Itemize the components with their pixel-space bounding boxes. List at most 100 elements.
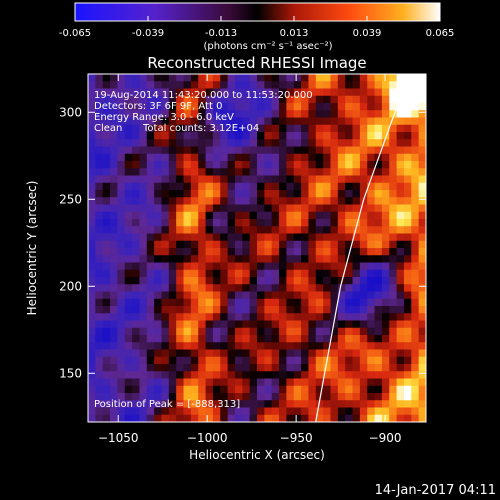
heatmap-cell bbox=[220, 335, 229, 343]
heatmap-cell bbox=[352, 298, 361, 307]
heatmap-cell bbox=[168, 182, 177, 191]
heatmap-cell bbox=[220, 197, 229, 205]
heatmap-cell bbox=[315, 88, 324, 97]
heatmap-cell bbox=[88, 124, 96, 133]
heatmap-cell bbox=[154, 335, 162, 343]
heatmap-cell bbox=[124, 335, 133, 343]
heatmap-cell bbox=[146, 277, 155, 285]
heatmap-cell bbox=[242, 400, 251, 408]
heatmap-cell bbox=[88, 182, 96, 191]
heatmap-cell bbox=[176, 291, 184, 300]
heatmap-cell bbox=[168, 161, 177, 169]
heatmap-cell bbox=[117, 371, 126, 379]
heatmap-cell bbox=[257, 219, 265, 227]
heatmap-cell bbox=[234, 197, 243, 205]
heatmap-cell bbox=[330, 175, 339, 184]
heatmap-cell bbox=[95, 327, 104, 336]
heatmap-cell bbox=[110, 240, 118, 249]
heatmap-cell bbox=[271, 146, 280, 155]
heatmap-cell bbox=[264, 161, 273, 169]
heatmap-cell bbox=[183, 204, 192, 213]
heatmap-cell bbox=[381, 414, 390, 422]
heatmap-cell bbox=[337, 313, 346, 321]
heatmap-cell bbox=[176, 233, 184, 242]
heatmap-cell bbox=[110, 378, 118, 387]
heatmap-cell bbox=[183, 255, 192, 263]
heatmap-cell bbox=[95, 356, 104, 365]
colorbar-tick-label: -0.013 bbox=[205, 28, 237, 39]
heatmap-cell bbox=[95, 364, 104, 372]
annotation-peak-position: Position of Peak = [-888,313] bbox=[94, 399, 240, 410]
heatmap-cell bbox=[168, 320, 177, 329]
heatmap-cell bbox=[110, 175, 118, 184]
heatmap-cell bbox=[176, 385, 184, 394]
heatmap-cell bbox=[418, 306, 426, 314]
heatmap-cell bbox=[418, 356, 426, 365]
heatmap-cell bbox=[389, 153, 398, 162]
heatmap-cell bbox=[381, 277, 390, 285]
heatmap-cell bbox=[264, 175, 273, 184]
heatmap-cell bbox=[367, 190, 375, 198]
heatmap-cell bbox=[95, 298, 104, 307]
heatmap-cell bbox=[279, 385, 287, 394]
heatmap-cell bbox=[411, 327, 420, 336]
heatmap-cell bbox=[117, 400, 126, 408]
heatmap-cell bbox=[220, 74, 229, 82]
heatmap-cell bbox=[359, 378, 368, 387]
heatmap-cell bbox=[264, 240, 273, 249]
heatmap-cell bbox=[132, 204, 140, 213]
heatmap-cell bbox=[293, 400, 302, 408]
heatmap-cell bbox=[168, 117, 177, 126]
heatmap-cell bbox=[411, 182, 420, 191]
heatmap-cell bbox=[286, 211, 295, 220]
heatmap-cell bbox=[323, 124, 331, 133]
heatmap-cell bbox=[279, 393, 287, 401]
heatmap-cell bbox=[205, 248, 214, 256]
heatmap-cell bbox=[205, 284, 214, 292]
heatmap-cell bbox=[337, 175, 346, 184]
heatmap-cell bbox=[212, 349, 221, 358]
heatmap-cell bbox=[146, 168, 155, 176]
heatmap-cell bbox=[183, 88, 192, 97]
heatmap-cell bbox=[286, 240, 295, 249]
heatmap-cell bbox=[396, 81, 405, 89]
heatmap-cell bbox=[95, 320, 104, 329]
heatmap-cell bbox=[176, 356, 184, 365]
heatmap-cell bbox=[198, 146, 206, 155]
heatmap-cell bbox=[198, 110, 206, 118]
heatmap-cell bbox=[345, 335, 353, 343]
heatmap-cell bbox=[308, 110, 317, 118]
heatmap-cell bbox=[271, 255, 280, 263]
heatmap-cell bbox=[242, 385, 251, 394]
heatmap-cell bbox=[264, 233, 273, 242]
heatmap-cell bbox=[161, 226, 170, 234]
heatmap-cell bbox=[161, 277, 170, 285]
heatmap-cell bbox=[293, 262, 302, 271]
heatmap-cell bbox=[168, 313, 177, 321]
heatmap-cell bbox=[124, 327, 133, 336]
heatmap-cell bbox=[286, 124, 295, 133]
heatmap-cell bbox=[95, 197, 104, 205]
heatmap-cell bbox=[146, 407, 155, 416]
heatmap-cell bbox=[308, 139, 317, 147]
heatmap-cell bbox=[176, 88, 184, 97]
heatmap-cell bbox=[367, 139, 375, 147]
heatmap-cell bbox=[411, 226, 420, 234]
heatmap-cell bbox=[88, 414, 96, 422]
heatmap-cell bbox=[411, 161, 420, 169]
colorbar-tick-label: 0.065 bbox=[426, 28, 455, 39]
heatmap-cell bbox=[301, 211, 309, 220]
heatmap-cell bbox=[102, 204, 111, 213]
heatmap-cell bbox=[308, 219, 317, 227]
heatmap-cell bbox=[124, 342, 133, 350]
heatmap-cell bbox=[117, 349, 126, 358]
heatmap-cell bbox=[220, 161, 229, 169]
heatmap-cell bbox=[124, 277, 133, 285]
heatmap-cell bbox=[301, 335, 309, 343]
heatmap-cell bbox=[249, 139, 258, 147]
heatmap-cell bbox=[227, 190, 236, 198]
heatmap-cell bbox=[257, 233, 265, 242]
heatmap-cell bbox=[95, 407, 104, 416]
heatmap-cell bbox=[95, 233, 104, 242]
heatmap-cell bbox=[352, 407, 361, 416]
